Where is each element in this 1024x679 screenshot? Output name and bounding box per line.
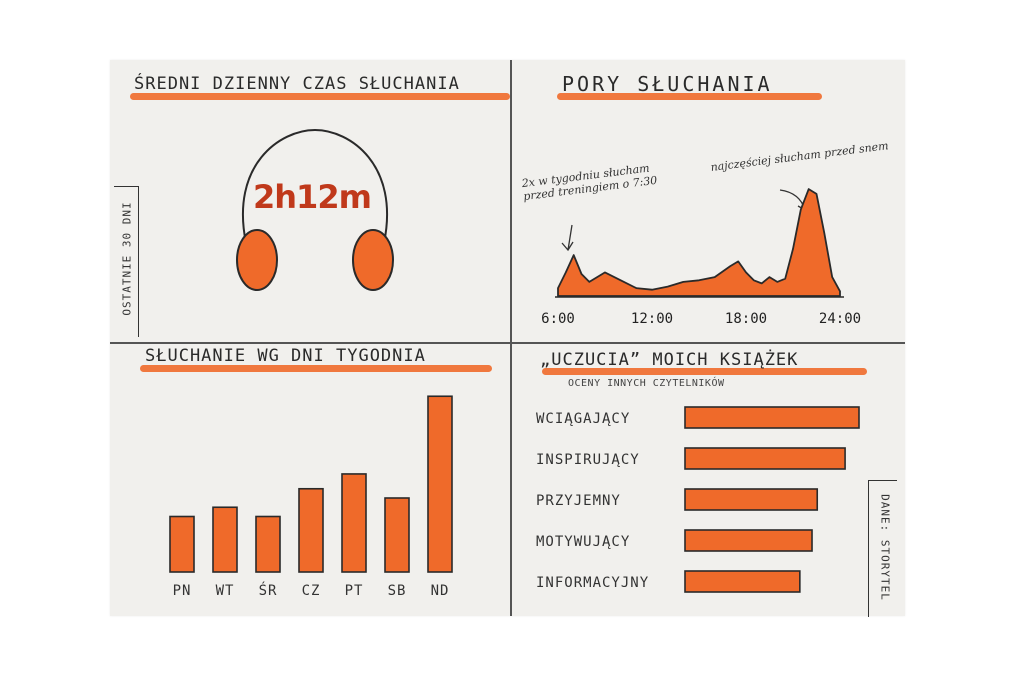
headphones-icon bbox=[236, 128, 394, 291]
category-label: ND bbox=[431, 583, 450, 599]
weekday-bar-chart: PN WT ŚR CZ PT SB ND bbox=[169, 395, 453, 599]
panel4-title: „UCZUCIA” MOICH KSIĄŻEK bbox=[540, 350, 799, 370]
category-label: INSPIRUJĄCY bbox=[536, 452, 640, 468]
card: ŚREDNI DZIENNY CZAS SŁUCHANIA 2h12m OSTA… bbox=[110, 60, 905, 617]
bar-śr bbox=[255, 515, 281, 573]
bar-pn bbox=[169, 515, 195, 573]
book-feelings-bar-chart: WCIĄGAJĄCY INSPIRUJĄCY PRZYJEMNY MOTYWUJĄCY… bbox=[536, 406, 860, 593]
panel1-title-underline bbox=[130, 93, 510, 100]
x-tick-label: 24:00 bbox=[819, 311, 861, 327]
average-time-value: 2h12m bbox=[253, 178, 372, 216]
category-label: PT bbox=[345, 583, 364, 599]
bar-sb bbox=[384, 497, 410, 573]
category-label: SB bbox=[388, 583, 407, 599]
panel1-title: ŚREDNI DZIENNY CZAS SŁUCHANIA bbox=[134, 74, 460, 94]
bar-cz bbox=[298, 487, 324, 573]
hbar-5 bbox=[684, 570, 801, 593]
panel2-title: PORY SŁUCHANIA bbox=[562, 72, 773, 96]
hbar-2 bbox=[684, 447, 846, 470]
area-series bbox=[557, 188, 841, 297]
category-label: PN bbox=[173, 583, 192, 599]
panel3-title-underline bbox=[140, 365, 492, 372]
hbar-3 bbox=[684, 488, 819, 511]
panel4-subtitle: OCENY INNYCH CZYTELNIKÓW bbox=[568, 378, 725, 389]
category-label: WT bbox=[216, 583, 235, 599]
category-label: CZ bbox=[302, 583, 321, 599]
horizontal-divider bbox=[110, 342, 905, 344]
panel2-title-underline bbox=[557, 93, 822, 100]
vertical-divider bbox=[510, 60, 512, 616]
panel4-title-underline bbox=[542, 368, 867, 375]
panel3-title: SŁUCHANIE WG DNI TYGODNIA bbox=[145, 346, 426, 366]
category-label: WCIĄGAJĄCY bbox=[536, 411, 630, 427]
hbar-4 bbox=[684, 529, 813, 552]
category-label: PRZYJEMNY bbox=[536, 493, 621, 509]
panel4-side-label: DANE: STORYTEL bbox=[868, 480, 897, 617]
category-label: ŚR bbox=[259, 581, 278, 599]
x-tick-label: 18:00 bbox=[725, 311, 767, 327]
hbar-1 bbox=[684, 406, 860, 429]
category-label: MOTYWUJĄCY bbox=[536, 534, 630, 550]
x-tick-label: 12:00 bbox=[631, 311, 673, 327]
category-label: INFORMACYJNY bbox=[536, 575, 649, 591]
bar-pt bbox=[341, 473, 367, 573]
panel1-side-label: OSTATNIE 30 DNI bbox=[114, 186, 139, 337]
bar-nd bbox=[427, 395, 453, 573]
bar-wt bbox=[212, 506, 238, 573]
x-tick-label: 6:00 bbox=[541, 311, 575, 327]
listening-times-area-chart: 6:00 12:00 18:00 24:00 bbox=[541, 188, 861, 327]
